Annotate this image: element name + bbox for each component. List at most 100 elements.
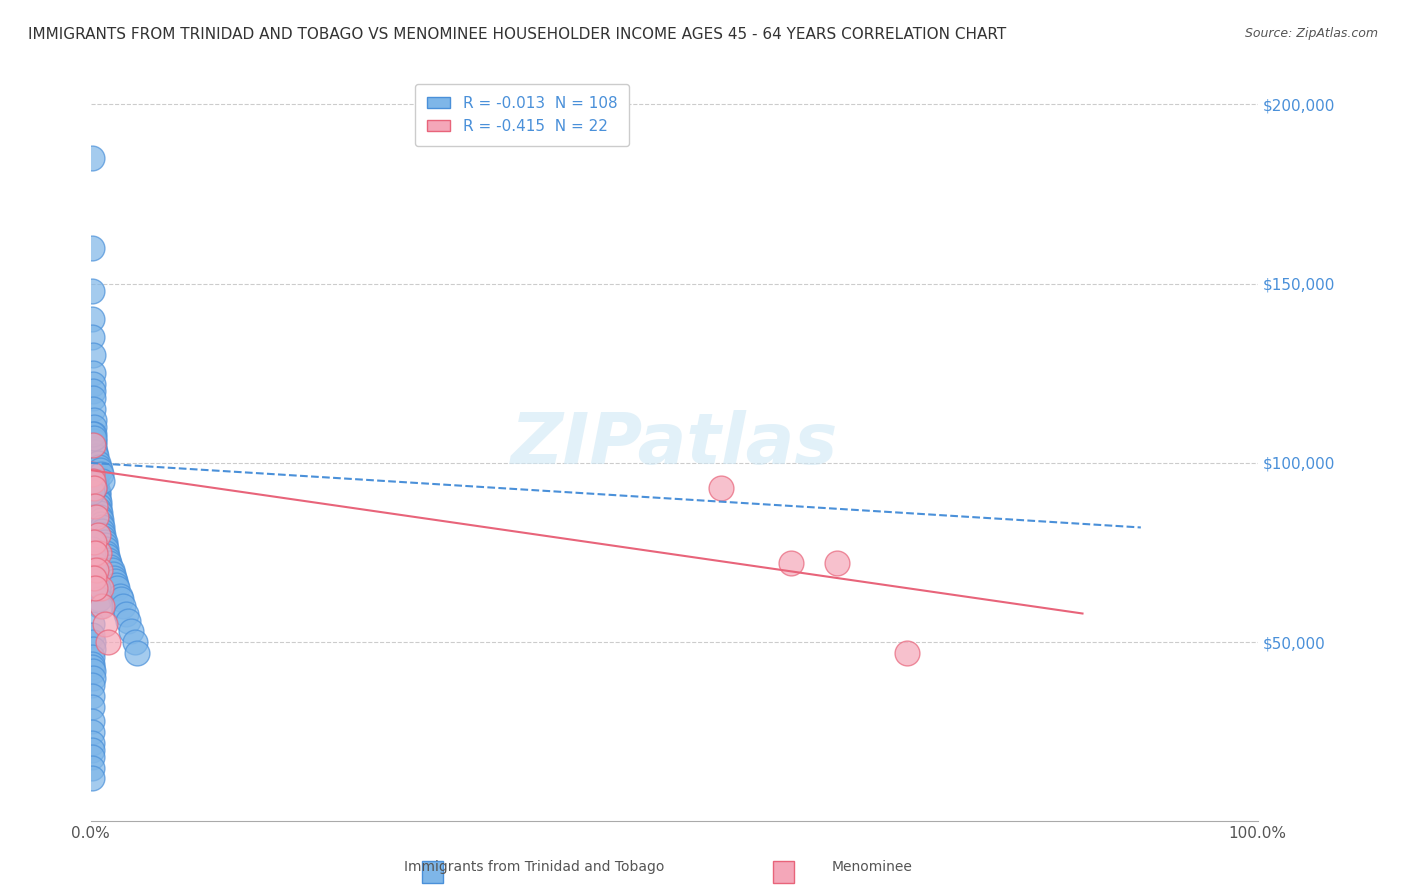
- Point: [86, 484, 108, 499]
- Point: [82, 477, 104, 491]
- Point: [87, 459, 110, 474]
- Point: [84, 499, 107, 513]
- Point: [80, 657, 103, 671]
- Point: [100, 564, 122, 578]
- Point: [84, 545, 107, 559]
- Point: [89, 506, 111, 520]
- Point: [84, 467, 107, 481]
- Point: [80, 761, 103, 775]
- Point: [82, 671, 104, 685]
- Point: [87, 545, 110, 559]
- Point: [80, 241, 103, 255]
- Point: [82, 635, 104, 649]
- Point: [80, 534, 103, 549]
- Point: [117, 614, 139, 628]
- Point: [86, 477, 108, 491]
- Text: Menominee: Menominee: [831, 860, 912, 874]
- Point: [94, 545, 117, 559]
- Point: [84, 459, 107, 474]
- Point: [80, 724, 103, 739]
- Point: [100, 560, 122, 574]
- Point: [86, 509, 108, 524]
- Point: [83, 534, 105, 549]
- Point: [80, 660, 103, 674]
- Point: [80, 467, 103, 481]
- Point: [86, 491, 108, 506]
- Point: [80, 151, 103, 165]
- Point: [84, 463, 107, 477]
- Point: [90, 516, 112, 531]
- Point: [83, 434, 105, 449]
- Point: [96, 549, 118, 563]
- Point: [83, 442, 105, 456]
- Point: [90, 467, 112, 481]
- Point: [90, 582, 112, 596]
- Point: [86, 470, 108, 484]
- Point: [80, 750, 103, 764]
- Point: [82, 545, 104, 559]
- Point: [86, 488, 108, 502]
- Point: [80, 541, 103, 556]
- Point: [82, 427, 104, 442]
- Point: [83, 481, 105, 495]
- Point: [101, 567, 124, 582]
- Point: [93, 538, 115, 552]
- Point: [103, 571, 125, 585]
- Point: [83, 481, 105, 495]
- Point: [97, 635, 120, 649]
- Point: [90, 513, 112, 527]
- Point: [80, 743, 103, 757]
- Point: [80, 330, 103, 344]
- Point: [94, 541, 117, 556]
- Point: [83, 431, 105, 445]
- Point: [93, 531, 115, 545]
- Point: [86, 481, 108, 495]
- Point: [110, 592, 132, 607]
- Point: [80, 617, 103, 632]
- Point: [80, 699, 103, 714]
- Point: [827, 557, 849, 571]
- Point: [89, 463, 111, 477]
- Point: [83, 571, 105, 585]
- Point: [82, 392, 104, 406]
- Point: [93, 617, 115, 632]
- Point: [80, 714, 103, 728]
- Point: [82, 377, 104, 392]
- Point: [89, 599, 111, 614]
- Point: [80, 735, 103, 749]
- Point: [80, 474, 103, 488]
- Point: [86, 456, 108, 470]
- Point: [93, 527, 115, 541]
- Point: [80, 312, 103, 326]
- Point: [80, 628, 103, 642]
- Point: [80, 484, 103, 499]
- Point: [89, 509, 111, 524]
- Point: [83, 445, 105, 459]
- Point: [105, 578, 128, 592]
- Point: [84, 456, 107, 470]
- Point: [779, 557, 801, 571]
- Point: [86, 527, 108, 541]
- Point: [82, 438, 104, 452]
- Point: [84, 445, 107, 459]
- Point: [124, 635, 146, 649]
- Point: [86, 449, 108, 463]
- Point: [83, 427, 105, 442]
- Point: [80, 649, 103, 664]
- Point: [82, 474, 104, 488]
- Point: [86, 474, 108, 488]
- Legend: R = -0.013  N = 108, R = -0.415  N = 22: R = -0.013 N = 108, R = -0.415 N = 22: [415, 84, 630, 145]
- Point: [91, 524, 114, 538]
- Text: IMMIGRANTS FROM TRINIDAD AND TOBAGO VS MENOMINEE HOUSEHOLDER INCOME AGES 45 - 64: IMMIGRANTS FROM TRINIDAD AND TOBAGO VS M…: [28, 27, 1007, 42]
- Point: [84, 571, 107, 585]
- Point: [82, 402, 104, 417]
- Point: [83, 420, 105, 434]
- Text: Source: ZipAtlas.com: Source: ZipAtlas.com: [1244, 27, 1378, 40]
- Point: [91, 474, 114, 488]
- Point: [97, 552, 120, 566]
- Point: [82, 438, 104, 452]
- Point: [80, 284, 103, 298]
- Point: [82, 384, 104, 399]
- Point: [91, 599, 114, 614]
- Point: [82, 366, 104, 380]
